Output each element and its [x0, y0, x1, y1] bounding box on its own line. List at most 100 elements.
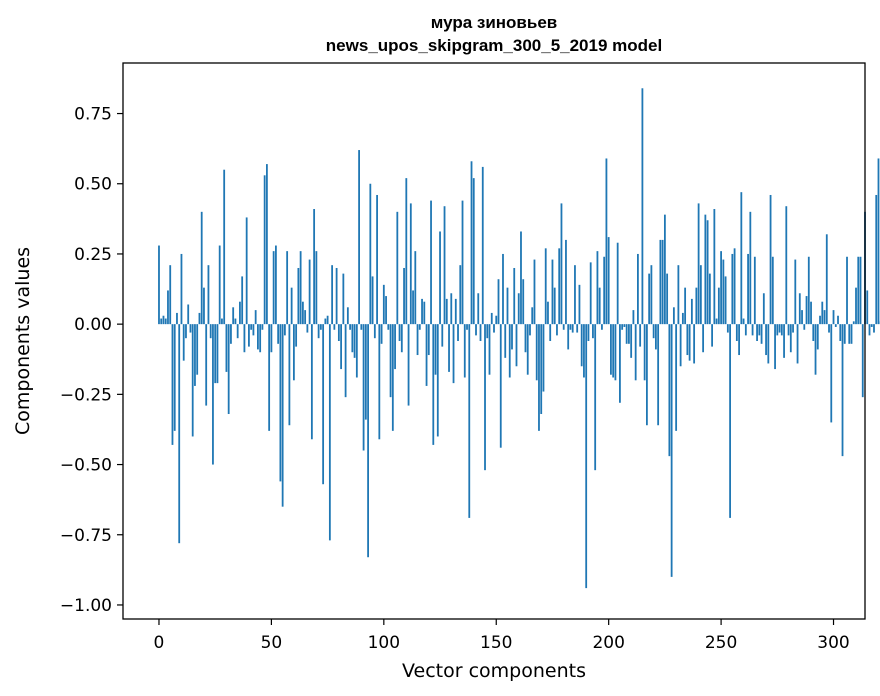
bar [643, 324, 646, 381]
bar [248, 324, 250, 347]
bar [423, 301, 426, 325]
bar [328, 324, 331, 541]
bar [515, 324, 518, 367]
bar [452, 324, 455, 384]
bar [632, 310, 635, 325]
bar [583, 324, 585, 378]
bar [803, 324, 806, 330]
bar [245, 217, 248, 325]
bar [812, 324, 815, 341]
y-tick-label: −0.75 [60, 526, 112, 546]
y-tick-label: 0.75 [74, 105, 112, 125]
bar [241, 276, 244, 325]
bar [304, 310, 307, 325]
bar [416, 324, 419, 356]
bar [268, 324, 271, 431]
bar [855, 287, 857, 325]
bar [758, 324, 761, 336]
bar [875, 194, 878, 325]
bar [295, 324, 298, 347]
bar [796, 324, 799, 364]
bar [628, 324, 630, 344]
bar [697, 203, 700, 325]
bar [571, 324, 574, 333]
bar [506, 287, 509, 325]
bar [711, 324, 713, 347]
x-axis-label: Vector components [402, 660, 586, 682]
bar [205, 324, 208, 406]
bar [315, 251, 318, 325]
bar [414, 251, 417, 325]
bar [801, 310, 803, 325]
bar [619, 324, 621, 403]
bar [738, 324, 740, 356]
bar [283, 324, 286, 336]
bar [432, 324, 435, 445]
bar [726, 324, 729, 333]
bar [776, 324, 779, 336]
bar [861, 324, 864, 398]
bar [400, 324, 403, 353]
bar [382, 284, 385, 325]
bar [846, 256, 848, 325]
y-tick-label: −0.25 [60, 385, 112, 405]
bar [598, 287, 601, 325]
bar [418, 324, 421, 330]
bar [735, 324, 738, 341]
bar [310, 324, 313, 440]
bar [497, 279, 500, 325]
bar [580, 324, 583, 367]
bar [484, 324, 486, 471]
bar [158, 245, 160, 325]
bar [167, 290, 169, 325]
bar [288, 324, 291, 426]
bar [828, 324, 830, 333]
bar [623, 324, 626, 327]
bar [346, 307, 349, 325]
bar [360, 324, 363, 330]
bar [717, 287, 720, 325]
bar [223, 169, 226, 325]
chart-title-line-2: news_upos_skipgram_300_5_2019 model [326, 36, 662, 55]
bar [704, 214, 707, 325]
bar [479, 324, 482, 341]
bar [693, 324, 696, 364]
bar [342, 273, 345, 325]
bar [857, 256, 860, 325]
bar [301, 301, 304, 325]
bar [839, 324, 842, 341]
bar [612, 324, 615, 378]
bar [558, 248, 561, 325]
bar [729, 324, 731, 518]
bar [648, 273, 651, 325]
bar [778, 324, 781, 333]
bar [486, 324, 489, 339]
bar [481, 166, 484, 325]
x-tick-label: 150 [480, 633, 512, 653]
bar [601, 324, 603, 330]
bar [292, 324, 295, 381]
bar [544, 248, 547, 325]
bar [756, 324, 758, 341]
bar [542, 324, 545, 392]
bar [699, 265, 702, 325]
bar [587, 324, 590, 341]
bar [441, 324, 444, 347]
bar [367, 324, 369, 558]
bar [493, 324, 495, 333]
bar [349, 324, 351, 330]
bar [816, 324, 819, 350]
bar [520, 231, 522, 325]
bar [454, 298, 457, 325]
bar [164, 318, 167, 325]
bar [690, 298, 693, 325]
bar [445, 298, 448, 325]
bar [556, 324, 558, 336]
bar [326, 315, 329, 325]
bar [565, 239, 567, 325]
bar [230, 324, 232, 344]
bar [254, 310, 257, 325]
bar [407, 324, 410, 406]
bar [837, 315, 839, 325]
bar [281, 324, 284, 507]
